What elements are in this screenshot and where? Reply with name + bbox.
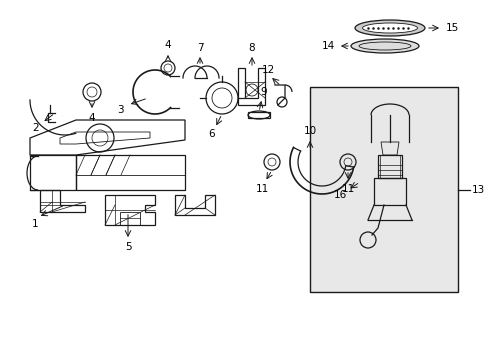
Bar (309, 87, 457, 292)
Text: 13: 13 (470, 185, 484, 195)
Text: 6: 6 (208, 129, 215, 139)
Text: 9: 9 (260, 87, 267, 97)
Text: 3: 3 (117, 105, 123, 115)
Text: 7: 7 (196, 43, 203, 53)
Text: 15: 15 (445, 23, 458, 33)
Text: 2: 2 (33, 123, 39, 133)
Text: 1: 1 (32, 219, 38, 229)
Ellipse shape (362, 23, 417, 33)
Text: 10: 10 (303, 126, 316, 136)
Text: 12: 12 (261, 65, 274, 75)
Text: 16: 16 (333, 190, 346, 200)
Text: 4: 4 (88, 113, 95, 123)
Text: 14: 14 (321, 41, 334, 51)
Ellipse shape (350, 39, 418, 53)
Text: 11: 11 (341, 184, 354, 194)
Text: 8: 8 (248, 43, 255, 53)
Text: 4: 4 (164, 40, 171, 50)
Text: 5: 5 (124, 242, 131, 252)
Text: 11: 11 (255, 184, 268, 194)
Ellipse shape (354, 20, 424, 36)
